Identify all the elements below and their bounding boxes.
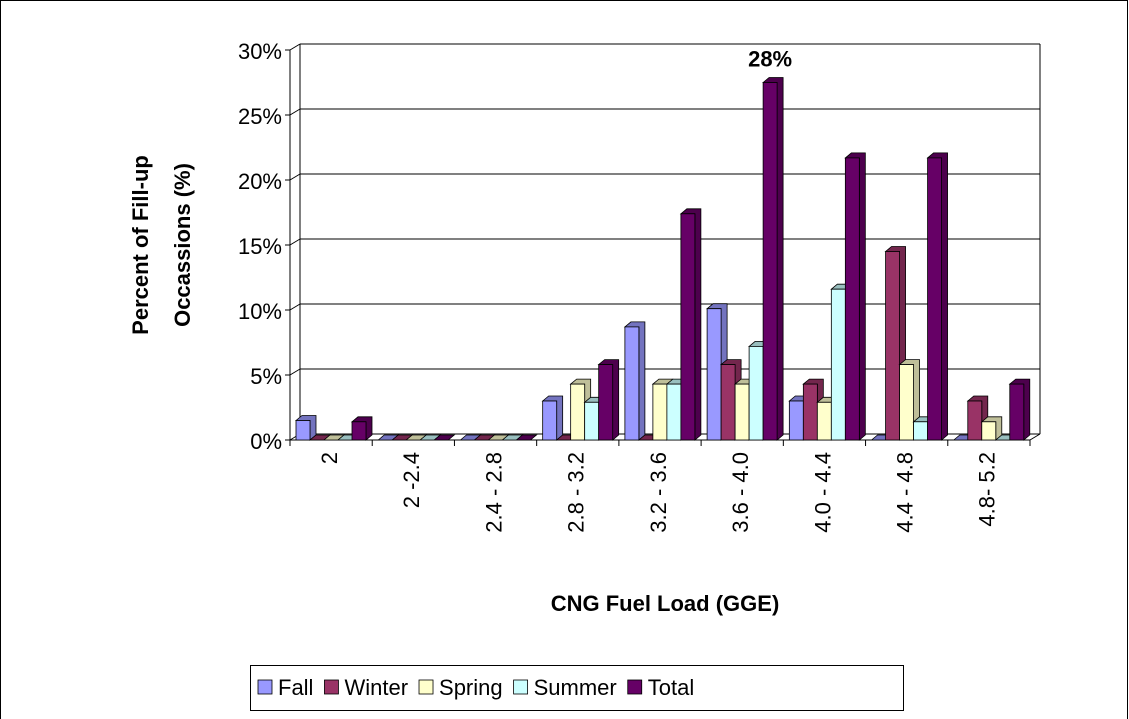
bar — [967, 400, 983, 441]
bar — [570, 383, 586, 441]
bar — [542, 400, 558, 441]
y-tick-label: 5% — [250, 364, 282, 389]
bar — [899, 364, 914, 441]
y-tick-label: 30% — [238, 39, 282, 64]
legend-label: Spring — [439, 675, 503, 700]
y-tick-label: 20% — [238, 169, 282, 194]
legend-box — [250, 665, 904, 711]
bar — [788, 400, 804, 441]
bar — [734, 383, 750, 441]
bar-depth — [433, 434, 456, 441]
grid-line-side — [289, 108, 301, 116]
bar — [351, 421, 367, 441]
grid-line-side — [289, 368, 301, 376]
bar — [981, 421, 997, 441]
legend-swatch — [324, 679, 339, 695]
y-axis-label: Occassions (%) — [170, 163, 195, 327]
bar — [720, 364, 736, 441]
y-tick-label: 0% — [250, 429, 282, 454]
y-tick-label: 25% — [238, 104, 282, 129]
grid-line-side — [289, 238, 301, 246]
bar-depth — [515, 434, 538, 441]
x-tick-label: 2.8 - 3.2 — [564, 452, 589, 533]
grid-line-side — [289, 43, 301, 51]
legend-swatch — [418, 679, 434, 695]
bar — [584, 401, 600, 441]
legend-swatch — [513, 679, 529, 695]
bar — [652, 383, 668, 441]
bar — [816, 401, 832, 441]
floor-edge — [1029, 433, 1041, 441]
legend-swatch — [257, 679, 273, 695]
bar — [830, 288, 846, 441]
bar — [844, 157, 860, 441]
bar — [1009, 383, 1025, 441]
bar — [913, 421, 928, 441]
grid-line-side — [289, 173, 301, 181]
x-tick-label: 4.4 - 4.8 — [892, 452, 917, 533]
y-axis-label: Percent of Fill-up — [128, 155, 153, 335]
y-tick-label: 15% — [238, 234, 282, 259]
bar — [748, 345, 764, 441]
legend-label: Total — [648, 675, 694, 700]
legend-label: Summer — [534, 675, 617, 700]
bar — [762, 82, 778, 441]
x-tick-label: 3.6 - 4.0 — [728, 452, 753, 533]
grid-line-side — [289, 303, 301, 311]
bar — [666, 383, 682, 441]
x-axis-label: CNG Fuel Load (GGE) — [551, 591, 780, 616]
bar — [885, 251, 900, 441]
bar — [624, 326, 640, 441]
legend-label: Fall — [278, 675, 313, 700]
legend-swatch — [627, 679, 643, 695]
bar — [802, 383, 818, 441]
bar — [680, 213, 696, 441]
y-tick-label: 10% — [238, 299, 282, 324]
data-label: 28% — [748, 46, 792, 71]
bar — [598, 364, 614, 441]
x-tick-label: 2 — [317, 452, 342, 464]
x-tick-label: 4.0 - 4.4 — [810, 452, 835, 533]
x-tick-label: 4.8- 5.2 — [975, 452, 1000, 527]
x-tick-label: 3.2 - 3.6 — [646, 452, 671, 533]
legend-label: Winter — [344, 675, 408, 700]
x-tick-label: 2.4 - 2.8 — [481, 452, 506, 533]
bar — [927, 157, 942, 441]
bar — [295, 420, 311, 441]
x-tick-label: 2 -2.4 — [399, 452, 424, 508]
bar — [706, 308, 722, 441]
